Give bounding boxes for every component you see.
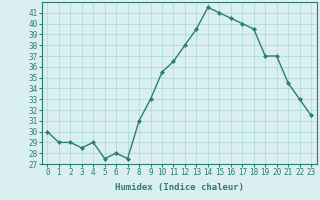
X-axis label: Humidex (Indice chaleur): Humidex (Indice chaleur): [115, 183, 244, 192]
